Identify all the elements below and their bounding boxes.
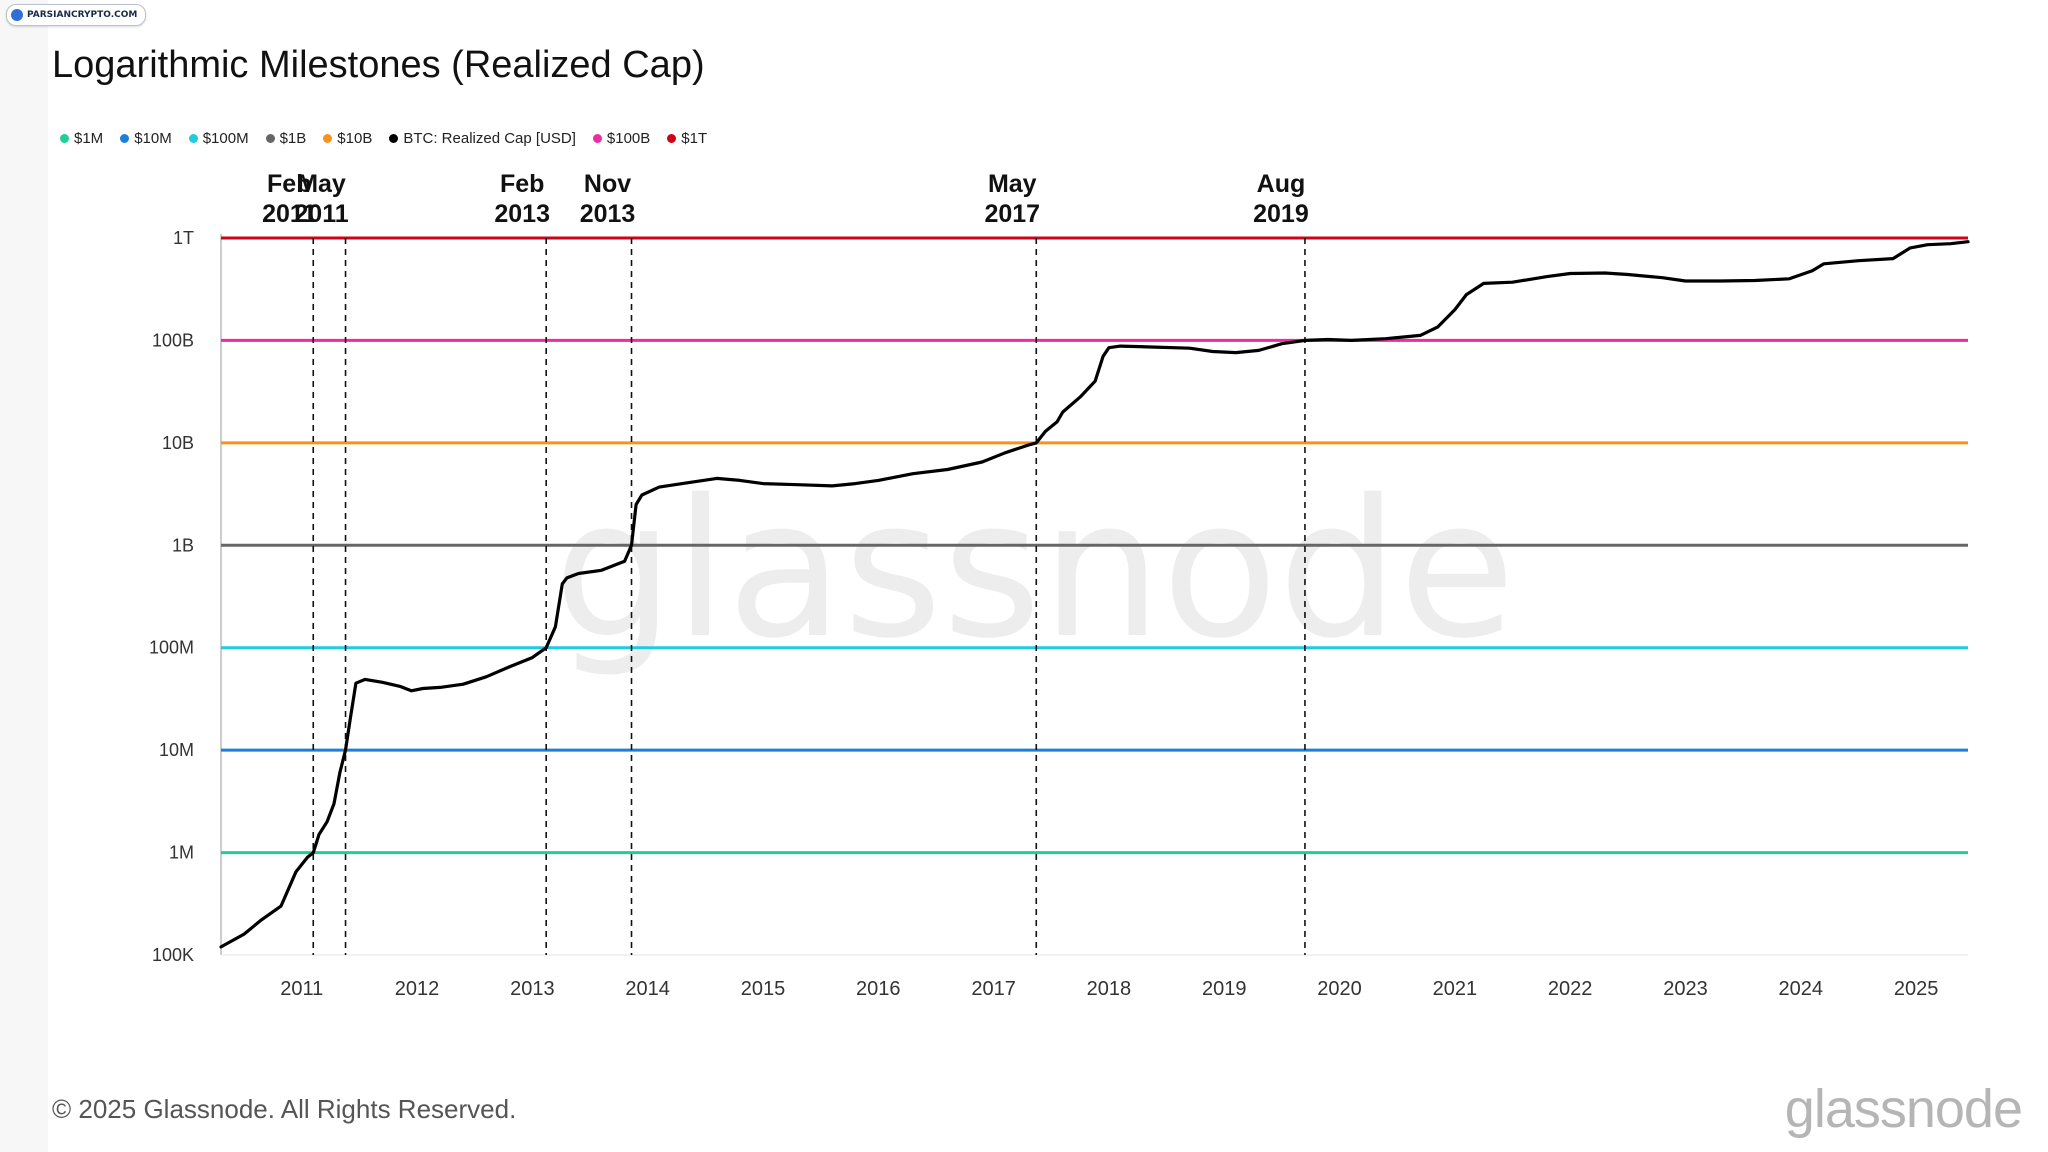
source-badge-text: PARSIANCRYPTO.COM: [27, 10, 138, 20]
footer-copyright: © 2025 Glassnode. All Rights Reserved.: [52, 1094, 517, 1124]
legend-item[interactable]: $100M: [188, 130, 249, 147]
milestone-label-year: 2017: [984, 200, 1040, 228]
series-line-realized-cap: [219, 240, 1970, 949]
legend-label: $100B: [606, 130, 651, 147]
x-tick-label: 2023: [1663, 978, 1708, 1000]
y-tick-label: 1T: [173, 228, 194, 248]
legend-label: $1M: [74, 130, 104, 147]
legend-dot-icon: [60, 134, 69, 143]
chart-title: Logarithmic Milestones (Realized Cap): [52, 44, 705, 86]
x-tick-label: 2020: [1317, 978, 1362, 1000]
y-tick-label: 100B: [152, 330, 194, 350]
x-tick-label: 2015: [741, 978, 786, 1000]
x-tick-label: 2024: [1779, 978, 1824, 1000]
x-tick-label: 2019: [1202, 978, 1247, 1000]
y-tick-label: 100M: [149, 638, 194, 658]
left-margin-strip: [0, 0, 48, 1152]
x-tick-label: 2025: [1894, 978, 1939, 1000]
chart-legend: $1M $10M $100M $1B $10B BTC: Realized Cap [US…: [60, 130, 707, 147]
y-tick-label: 10B: [162, 433, 194, 453]
milestone-label-month: Feb: [267, 170, 311, 198]
x-tick-label: 2022: [1548, 978, 1593, 1000]
legend-item[interactable]: $10M: [120, 130, 172, 147]
x-tick-label: 2013: [510, 978, 555, 1000]
badge-logo-icon: [11, 9, 23, 21]
footer-logo: glassnode: [1784, 1079, 2023, 1139]
legend-item[interactable]: $1M: [60, 130, 103, 147]
legend-item[interactable]: $100B: [592, 130, 651, 147]
legend-item[interactable]: $1T: [667, 130, 707, 147]
legend-label: $1B: [279, 130, 307, 147]
milestone-label-month: May: [988, 170, 1037, 198]
legend-dot-icon: [592, 134, 602, 143]
legend-item[interactable]: $10B: [323, 130, 372, 147]
x-tick-label: 2011: [280, 978, 323, 1000]
legend-dot-icon: [389, 134, 399, 143]
x-tick-label: 2014: [625, 978, 670, 1000]
milestone-label-month: Aug: [1257, 170, 1306, 198]
legend-label: $10B: [337, 130, 373, 147]
legend-dot-icon: [323, 134, 333, 143]
x-tick-label: 2016: [856, 978, 901, 1000]
legend-item[interactable]: BTC: Realized Cap [USD]: [389, 130, 576, 147]
legend-label: $100M: [202, 130, 249, 147]
milestone-label-year: 2011: [294, 200, 348, 228]
milestone-label-year: 2013: [494, 200, 550, 228]
legend-dot-icon: [265, 134, 275, 143]
milestone-label-year: 2019: [1253, 200, 1309, 228]
x-tick-label: 2018: [1087, 978, 1132, 1000]
legend-dot-icon: [667, 134, 677, 143]
legend-label: $1T: [681, 130, 708, 147]
legend-label: $10M: [134, 130, 172, 147]
watermark: glassnode: [554, 459, 1516, 680]
milestone-label-year: 2013: [580, 200, 636, 228]
milestone-label-month: May: [297, 170, 346, 198]
legend-label: BTC: Realized Cap [USD]: [403, 130, 576, 147]
milestone-label-year: 2011: [262, 200, 316, 228]
legend-item[interactable]: $1B: [265, 130, 307, 147]
milestone-label-month: Nov: [584, 170, 631, 198]
y-tick-label: 10M: [159, 740, 194, 760]
y-tick-label: 100K: [152, 945, 194, 965]
y-tick-label: 1B: [172, 535, 194, 555]
legend-dot-icon: [188, 134, 198, 143]
x-tick-label: 2012: [395, 978, 440, 1000]
x-tick-label: 2021: [1433, 978, 1478, 1000]
milestone-label-month: Feb: [500, 170, 544, 198]
x-tick-label: 2017: [971, 978, 1016, 1000]
y-tick-label: 1M: [169, 843, 194, 863]
source-badge: PARSIANCRYPTO.COM: [6, 4, 147, 26]
legend-dot-icon: [120, 134, 130, 143]
